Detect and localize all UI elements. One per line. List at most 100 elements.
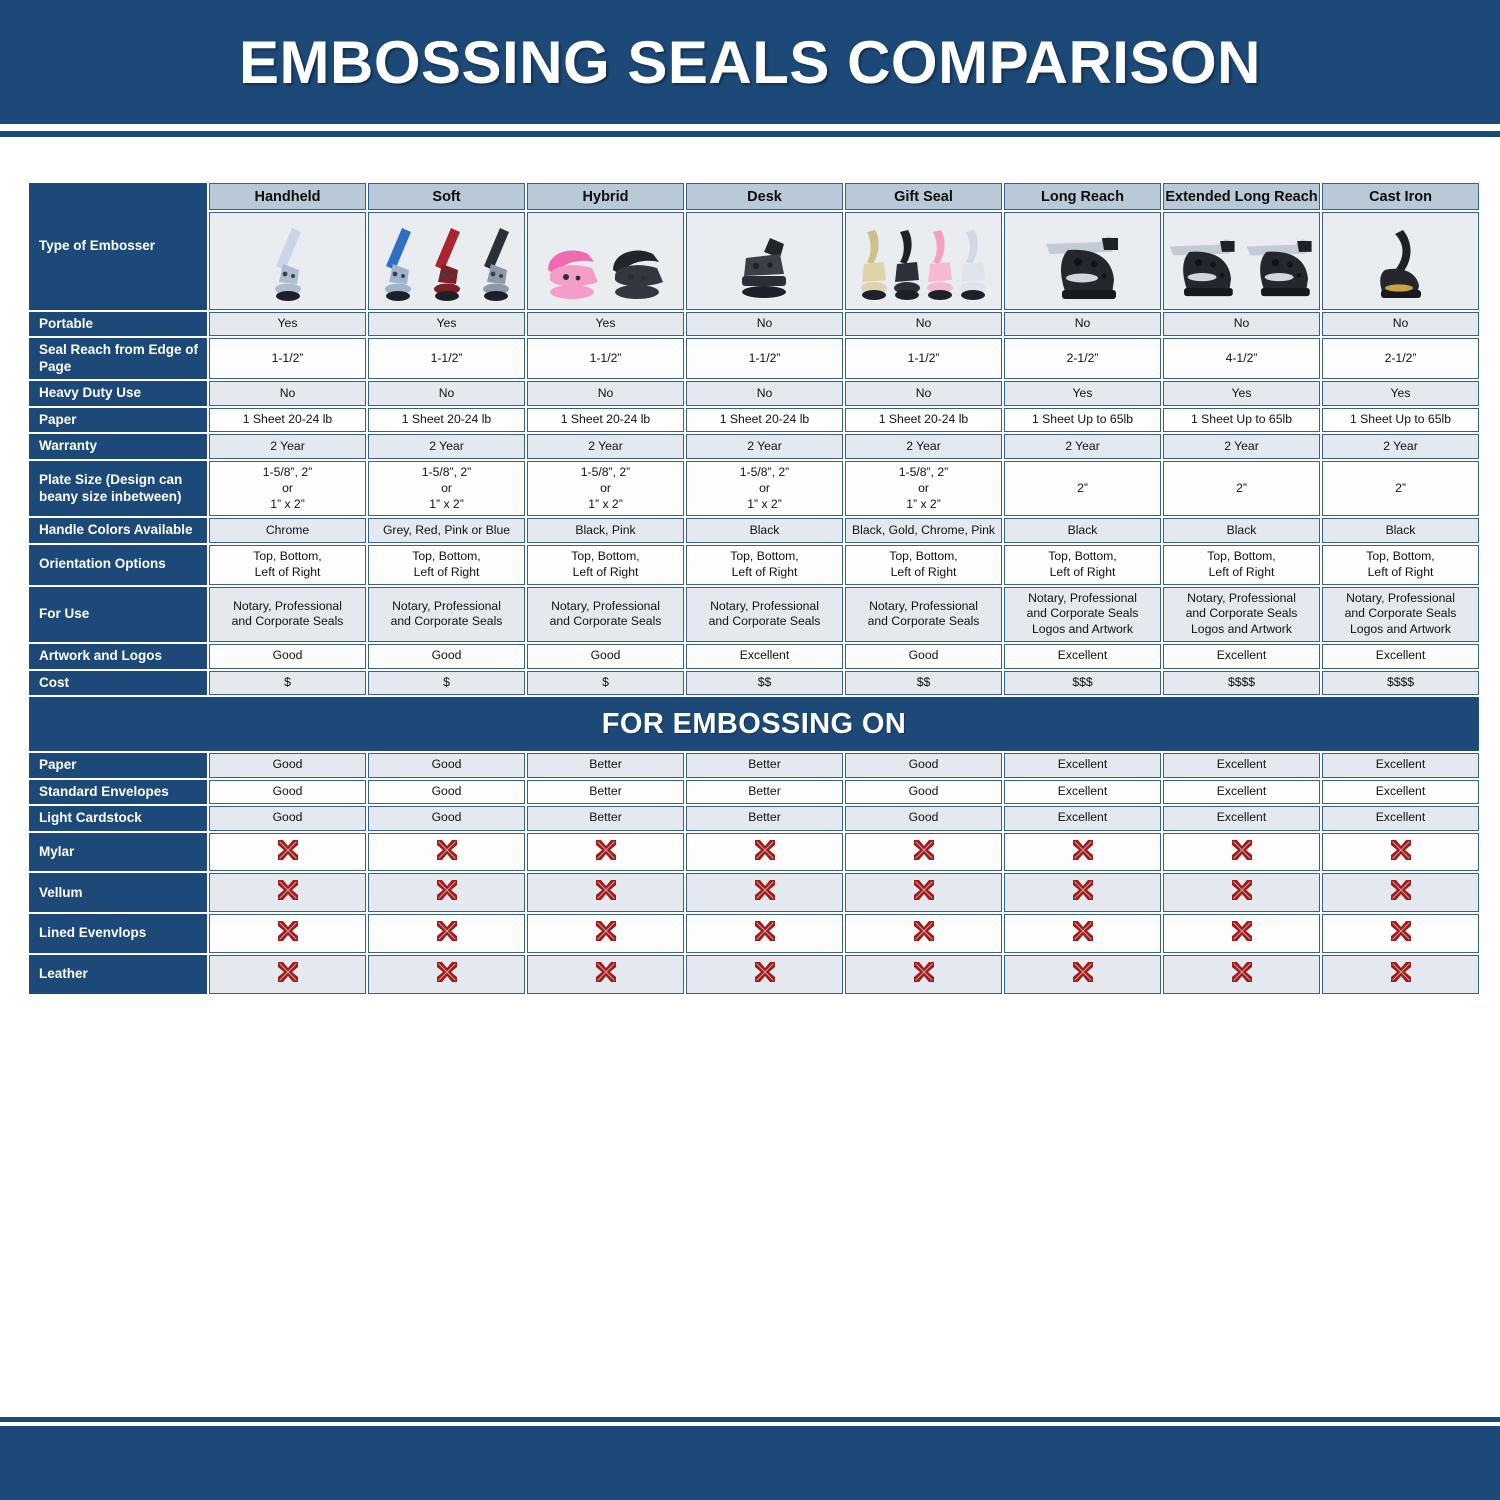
x-mark-icon — [911, 918, 937, 944]
x-mark-icon — [275, 959, 301, 985]
row-label-for-use: For Use — [29, 586, 207, 643]
cell-orientation-options-5: Top, Bottom, Left of Right — [1004, 544, 1161, 585]
cell-orientation-options-4: Top, Bottom, Left of Right — [845, 544, 1002, 585]
table-row-emboss-leather: Leather — [29, 955, 1479, 994]
cell-orientation-options-1: Top, Bottom, Left of Right — [368, 544, 525, 585]
cell-cost-6: $$$$ — [1163, 670, 1320, 696]
column-header-7[interactable]: Cast Iron — [1322, 183, 1479, 210]
x-mark-icon — [434, 877, 460, 903]
cell-emboss-paper-5: Excellent — [1004, 753, 1161, 778]
cell-emboss-lined-evenvlops-4 — [845, 914, 1002, 954]
cell-emboss-light-cardstock-5: Excellent — [1004, 806, 1161, 831]
cell-seal-reach-from-edge-of-page-6: 4-1/2” — [1163, 338, 1320, 380]
cell-for-use-0: Notary, Professional and Corporate Seals — [209, 586, 366, 643]
x-mark-icon — [593, 959, 619, 985]
column-header-5[interactable]: Long Reach — [1004, 183, 1161, 210]
cell-emboss-light-cardstock-0: Good — [209, 806, 366, 831]
cell-emboss-leather-0 — [209, 955, 366, 994]
cell-orientation-options-0: Top, Bottom, Left of Right — [209, 544, 366, 585]
cell-seal-reach-from-edge-of-page-4: 1-1/2” — [845, 338, 1002, 380]
x-mark-icon — [275, 877, 301, 903]
cell-emboss-standard-envelopes-2: Better — [527, 779, 684, 805]
cell-emboss-vellum-3 — [686, 873, 843, 913]
cell-for-use-7: Notary, Professional and Corporate Seals… — [1322, 586, 1479, 643]
row-label-emboss-standard-envelopes: Standard Envelopes — [29, 779, 207, 805]
cell-heavy-duty-use-4: No — [845, 381, 1002, 406]
column-header-1[interactable]: Soft — [368, 183, 525, 210]
cell-artwork-and-logos-7: Excellent — [1322, 644, 1479, 669]
cell-artwork-and-logos-2: Good — [527, 644, 684, 669]
cell-emboss-leather-2 — [527, 955, 684, 994]
cell-seal-reach-from-edge-of-page-1: 1-1/2” — [368, 338, 525, 380]
cell-emboss-lined-evenvlops-1 — [368, 914, 525, 954]
row-label-emboss-mylar: Mylar — [29, 832, 207, 872]
cell-handle-colors-available-1: Grey, Red, Pink or Blue — [368, 518, 525, 543]
cell-handle-colors-available-5: Black — [1004, 518, 1161, 543]
table-row-for-use: For Use Notary, Professional and Corporat… — [29, 586, 1479, 643]
cell-artwork-and-logos-1: Good — [368, 644, 525, 669]
row-label-warranty: Warranty — [29, 434, 207, 459]
column-header-4[interactable]: Gift Seal — [845, 183, 1002, 210]
column-header-6[interactable]: Extended Long Reach — [1163, 183, 1320, 210]
x-mark-icon — [1070, 837, 1096, 863]
cell-emboss-lined-evenvlops-5 — [1004, 914, 1161, 954]
cell-emboss-vellum-2 — [527, 873, 684, 913]
x-mark-icon — [1229, 959, 1255, 985]
cell-orientation-options-3: Top, Bottom, Left of Right — [686, 544, 843, 585]
column-header-2[interactable]: Hybrid — [527, 183, 684, 210]
row-label-paper: Paper — [29, 407, 207, 433]
embosser-image-cell-3 — [686, 212, 843, 310]
cell-emboss-standard-envelopes-1: Good — [368, 779, 525, 805]
cell-emboss-standard-envelopes-7: Excellent — [1322, 779, 1479, 805]
cell-warranty-7: 2 Year — [1322, 434, 1479, 459]
cell-handle-colors-available-2: Black, Pink — [527, 518, 684, 543]
table-row-handle-colors-available: Handle Colors Available Chrome Grey, Red, … — [29, 518, 1479, 543]
cell-plate-size-design-can-beany-size-inbetween-5: 2” — [1004, 460, 1161, 517]
cell-emboss-leather-4 — [845, 955, 1002, 994]
cell-emboss-light-cardstock-3: Better — [686, 806, 843, 831]
column-header-3[interactable]: Desk — [686, 183, 843, 210]
column-header-0[interactable]: Handheld — [209, 183, 366, 210]
embosser-image-cell-1 — [368, 212, 525, 310]
cell-paper-4: 1 Sheet 20-24 lb — [845, 407, 1002, 433]
x-mark-icon — [1070, 918, 1096, 944]
handheld-embosser-icon-group — [212, 216, 363, 306]
x-mark-icon — [593, 918, 619, 944]
cell-paper-3: 1 Sheet 20-24 lb — [686, 407, 843, 433]
cell-emboss-vellum-6 — [1163, 873, 1320, 913]
cell-heavy-duty-use-7: Yes — [1322, 381, 1479, 406]
bottom-banner — [0, 1426, 1500, 1500]
x-mark-icon — [434, 837, 460, 863]
x-mark-icon — [1070, 877, 1096, 903]
cell-for-use-5: Notary, Professional and Corporate Seals… — [1004, 586, 1161, 643]
x-mark-icon — [434, 959, 460, 985]
x-mark-icon — [1388, 918, 1414, 944]
cell-emboss-lined-evenvlops-7 — [1322, 914, 1479, 954]
row-label-emboss-paper: Paper — [29, 753, 207, 778]
cell-seal-reach-from-edge-of-page-5: 2-1/2” — [1004, 338, 1161, 380]
table-row-heavy-duty-use: Heavy Duty Use No No No No No Yes Yes Yes — [29, 381, 1479, 406]
cell-seal-reach-from-edge-of-page-3: 1-1/2” — [686, 338, 843, 380]
embosser-image-cell-6 — [1163, 212, 1320, 310]
row-label-seal-reach-from-edge-of-page: Seal Reach from Edge of Page — [29, 338, 207, 380]
cell-emboss-vellum-4 — [845, 873, 1002, 913]
row-label-type-of-embosser: Type of Embosser — [29, 183, 207, 310]
x-mark-icon — [1388, 959, 1414, 985]
x-mark-icon — [911, 877, 937, 903]
cell-emboss-paper-1: Good — [368, 753, 525, 778]
cell-emboss-lined-evenvlops-2 — [527, 914, 684, 954]
cell-plate-size-design-can-beany-size-inbetween-4: 1-5/8”, 2” or 1” x 2” — [845, 460, 1002, 517]
cell-emboss-paper-6: Excellent — [1163, 753, 1320, 778]
cell-cost-2: $ — [527, 670, 684, 696]
row-label-portable: Portable — [29, 312, 207, 337]
cell-portable-7: No — [1322, 312, 1479, 337]
cell-warranty-1: 2 Year — [368, 434, 525, 459]
cell-emboss-standard-envelopes-4: Good — [845, 779, 1002, 805]
cell-paper-7: 1 Sheet Up to 65lb — [1322, 407, 1479, 433]
cell-orientation-options-2: Top, Bottom, Left of Right — [527, 544, 684, 585]
cell-artwork-and-logos-0: Good — [209, 644, 366, 669]
soft-embosser-icon-group — [371, 216, 522, 306]
page-title: EMBOSSING SEALS COMPARISON — [239, 28, 1261, 96]
cell-emboss-leather-6 — [1163, 955, 1320, 994]
cell-emboss-leather-5 — [1004, 955, 1161, 994]
